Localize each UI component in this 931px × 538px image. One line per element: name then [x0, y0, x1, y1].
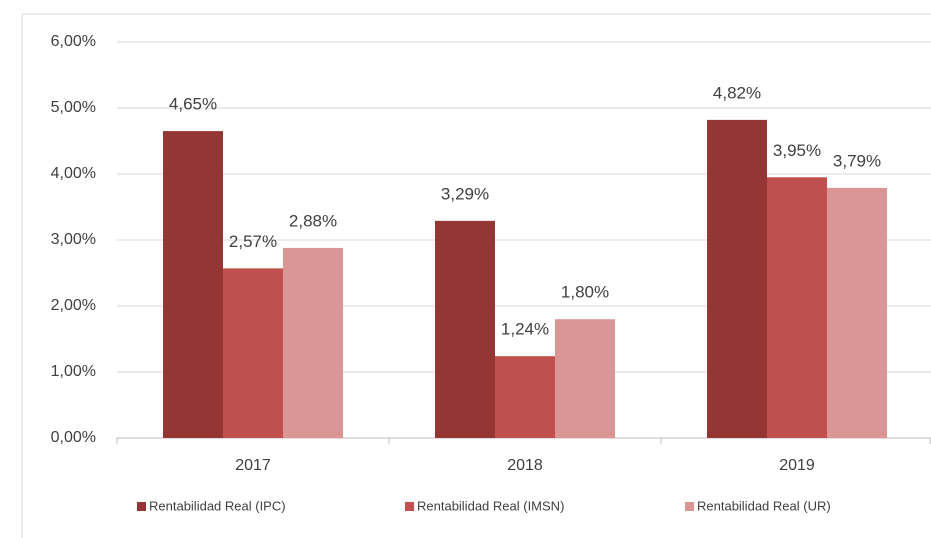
bar	[495, 356, 555, 438]
legend-label: Rentabilidad Real (UR)	[697, 498, 831, 513]
legend-swatch	[405, 502, 414, 511]
y-tick-label: 6,00%	[51, 33, 96, 50]
data-label: 2,88%	[289, 211, 337, 230]
legend-swatch	[137, 502, 146, 511]
legend-label: Rentabilidad Real (IMSN)	[417, 498, 564, 513]
legend-swatch	[685, 502, 694, 511]
x-tick-label: 2017	[235, 457, 271, 474]
data-label: 4,82%	[713, 83, 761, 102]
bar	[555, 319, 615, 438]
data-label: 3,79%	[833, 151, 881, 170]
bar	[163, 131, 223, 438]
bar	[435, 220, 495, 438]
y-tick-label: 3,00%	[51, 231, 96, 248]
y-tick-label: 1,00%	[51, 363, 96, 380]
bar	[223, 268, 283, 438]
data-label: 3,95%	[773, 141, 821, 160]
data-label: 3,29%	[441, 184, 489, 203]
y-tick-label: 0,00%	[51, 429, 96, 446]
x-tick-label: 2019	[779, 457, 815, 474]
data-label: 4,65%	[169, 95, 217, 114]
bar	[707, 119, 767, 438]
x-tick-label: 2018	[507, 457, 543, 474]
bar	[827, 187, 887, 438]
y-tick-label: 4,00%	[51, 165, 96, 182]
bar	[283, 247, 343, 438]
y-tick-label: 2,00%	[51, 297, 96, 314]
legend-label: Rentabilidad Real (IPC)	[149, 498, 286, 513]
data-label: 1,24%	[501, 320, 549, 339]
y-tick-label: 5,00%	[51, 99, 96, 116]
data-label: 1,80%	[561, 283, 609, 302]
bar	[767, 177, 827, 439]
data-label: 2,57%	[229, 232, 277, 251]
